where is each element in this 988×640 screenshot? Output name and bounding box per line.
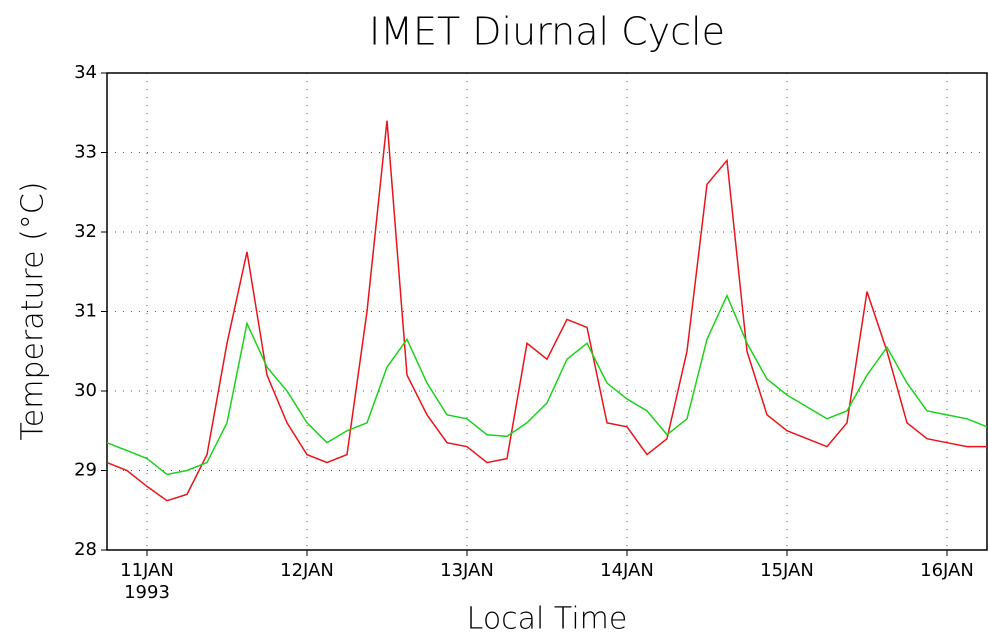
x-tick-label: 14JAN (600, 560, 654, 581)
x-tick-label: 15JAN (760, 560, 814, 581)
x-tick-label: 13JAN (440, 560, 494, 581)
data-line (106, 293, 988, 476)
y-tick-label: 34 (74, 62, 97, 83)
y-tick-label: 30 (74, 380, 97, 401)
y-tick-label: 31 (74, 301, 97, 322)
y-tick-label: 32 (74, 221, 97, 242)
data-line (106, 120, 987, 502)
x-sublabel: 1993 (124, 582, 170, 603)
y-tick-label: 33 (74, 142, 97, 163)
x-tick-label: 12JAN (280, 560, 334, 581)
x-tick-label: 11JAN (120, 560, 174, 581)
x-tick-label: 16JAN (920, 560, 974, 581)
y-tick-label: 29 (74, 460, 97, 481)
y-axis-label: Temperature (°C) (16, 182, 51, 441)
y-tick-label: 28 (74, 539, 97, 560)
chart-title: IMET Diurnal Cycle (369, 10, 725, 54)
plot-frame (106, 72, 988, 551)
x-axis-label: Local Time (467, 602, 628, 637)
